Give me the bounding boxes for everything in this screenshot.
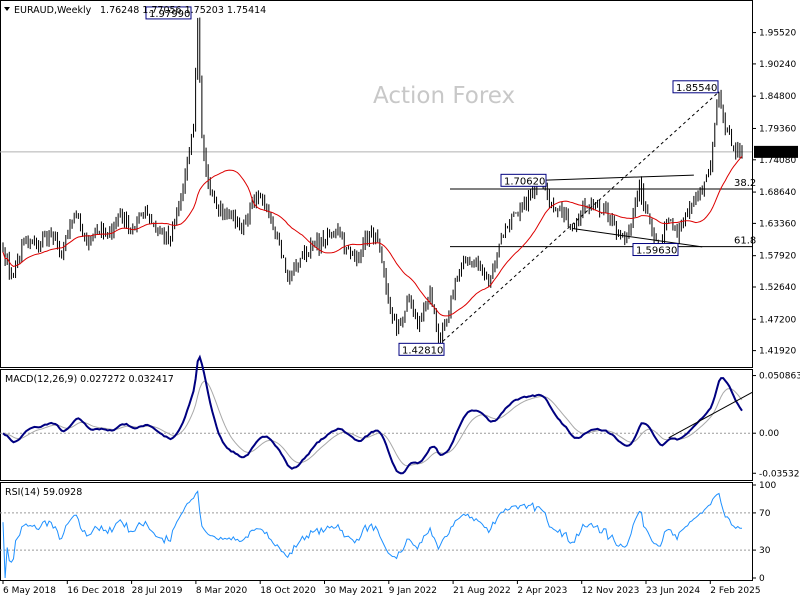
price-tick-label: 1.63360	[759, 219, 796, 229]
macd-lines	[0, 354, 753, 475]
x-tick-label: 18 Oct 2020	[260, 586, 316, 596]
price-annotation-box	[672, 80, 719, 94]
price-tick-label: 1.95520	[759, 29, 796, 39]
price-annotation-label: 1.85540	[676, 83, 717, 94]
macd-trendline[interactable]	[668, 391, 753, 439]
x-tick-label: 21 Aug 2022	[453, 586, 511, 596]
price-tick-label: 1.57920	[759, 252, 796, 262]
rsi-y-axis: 100 70 30 0	[752, 481, 776, 584]
price-tick-label: 1.52640	[759, 283, 796, 293]
lower-triangle-line[interactable]	[572, 228, 703, 248]
rsi-title: RSI(14) 59.0928	[5, 487, 82, 498]
x-tick-label: 2 Apr 2023	[517, 586, 567, 596]
candles	[2, 17, 743, 351]
current-price-marker: 1.75414	[754, 145, 798, 158]
price-tick-label: 1.68640	[759, 188, 796, 198]
x-tick-label: 9 Jan 2022	[389, 586, 437, 596]
x-tick-label: 8 Mar 2020	[196, 586, 248, 596]
current-price-box	[754, 145, 798, 158]
price-annotation-label: 1.42810	[402, 345, 443, 356]
current-price-label: 1.75414	[757, 148, 794, 158]
x-tick-label: 30 May 2021	[325, 586, 384, 596]
price-tick-label: 1.84800	[759, 92, 796, 102]
macd-tick-label: 0.050863	[759, 372, 800, 382]
macd-title: MACD(12,26,9) 0.027272 0.032417	[5, 374, 174, 385]
macd-line	[2, 354, 743, 475]
ohlc-values: 1.76248 1.77056 1.75203 1.75414	[100, 5, 266, 16]
price-annotation-label: 1.59630	[636, 246, 677, 257]
macd-signal-line	[2, 380, 743, 467]
x-tick-label: 12 Nov 2023	[582, 586, 640, 596]
watermark: Action Forex	[373, 83, 515, 109]
x-tick-label: 23 Jun 2024	[646, 586, 700, 596]
price-annotation-box	[145, 6, 192, 20]
price-annotation-box	[500, 173, 547, 187]
price-panel[interactable]	[0, 0, 753, 368]
price-y-axis: 1.95520 1.90240 1.84800 1.79360 1.74080 1.686…	[752, 29, 796, 357]
price-tick-label: 1.90240	[759, 60, 796, 70]
price-annotation-label: 1.97990	[149, 9, 190, 20]
macd-tick-label: -0.035322	[759, 469, 800, 479]
x-tick-label: 6 May 2018	[3, 586, 56, 596]
rsi-lines	[0, 490, 752, 579]
x-tick-label: 28 Jul 2019	[132, 586, 183, 596]
rsi-panel[interactable]	[0, 482, 753, 581]
symbol-label: EURAUD,Weekly	[14, 5, 92, 16]
rsi-line	[2, 490, 743, 579]
price-annotation-label: 1.70620	[504, 176, 545, 187]
triangle-down-icon[interactable]	[4, 7, 10, 11]
rsi-tick-label: 0	[759, 574, 765, 584]
price-annotation-box	[632, 243, 679, 257]
upper-triangle-line[interactable]	[538, 174, 694, 181]
rsi-tick-label: 30	[759, 546, 771, 556]
moving-average	[2, 155, 743, 317]
price-annotation-box	[398, 342, 445, 356]
macd-y-axis: 0.050863 0.00 -0.035322	[752, 372, 800, 479]
price-tick-label: 1.47200	[759, 315, 796, 325]
price-tick-label: 1.79360	[759, 124, 796, 134]
x-tick-label: 16 Dec 2018	[67, 586, 125, 596]
x-tick-label: 2 Feb 2025	[710, 586, 760, 596]
moving-average-line	[2, 155, 743, 317]
trendlines	[438, 91, 720, 346]
price-tick-label: 1.74080	[759, 156, 796, 166]
fib-level-label: 61.8	[734, 236, 756, 247]
time-x-axis: 6 May 2018 16 Dec 2018 28 Jul 2019 8 Mar 20…	[2, 581, 761, 596]
price-tick-label: 1.41920	[759, 347, 796, 357]
price-annotations: 1.97990 1.85540 1.70620 1.59630 1.42810	[145, 6, 719, 356]
rsi-tick-label: 100	[759, 481, 776, 491]
macd-tick-label: 0.00	[759, 429, 779, 439]
rsi-tick-label: 70	[759, 509, 771, 519]
fib-level-label: 38.2	[734, 178, 756, 189]
